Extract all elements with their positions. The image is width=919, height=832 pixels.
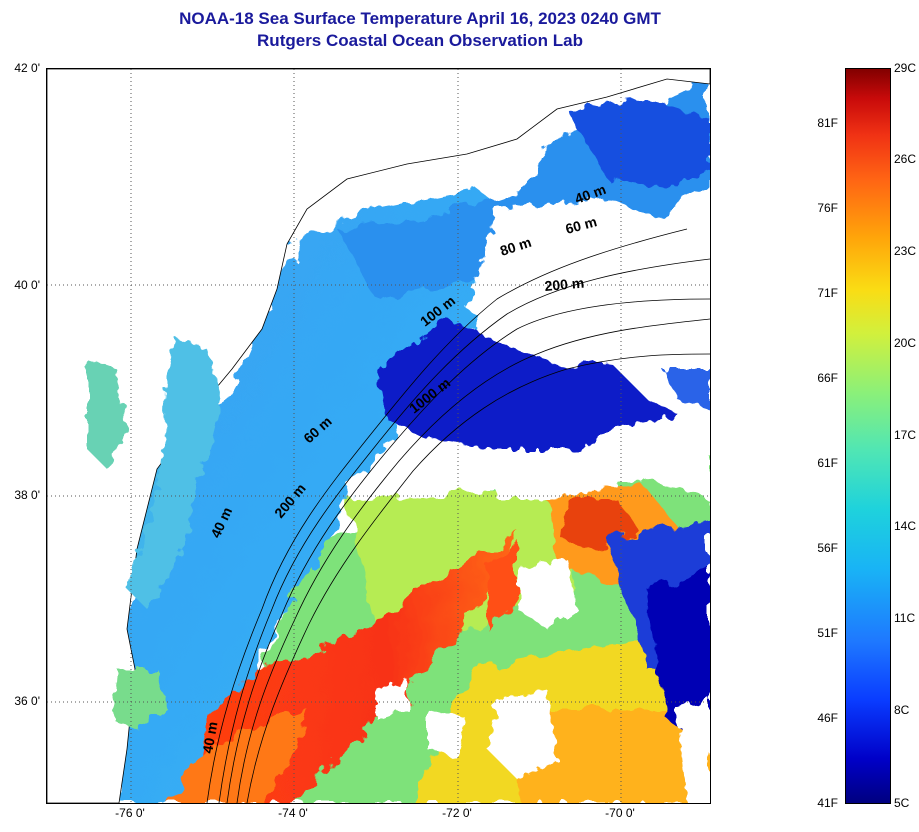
colorbar-fahrenheit-label: 46F [817, 711, 838, 725]
lat-tick-label: 38 0' [14, 488, 40, 502]
map-subtitle: Rutgers Coastal Ocean Observation Lab [257, 31, 583, 50]
isobath-label-60m-north: 60 m [564, 213, 599, 237]
land [47, 69, 710, 803]
isobath-label-40m-cape: 40 m [199, 720, 220, 754]
lon-tick-label: -74 0' [278, 806, 308, 820]
colorbar-celsius-label: 17C [894, 428, 917, 442]
lon-tick-label: -76 0' [115, 806, 145, 820]
colorbar-fahrenheit-label: 51F [817, 626, 838, 640]
title-block: NOAA-18 Sea Surface Temperature April 16… [0, 8, 840, 52]
sst-map: 40 m 60 m 80 m 200 m 100 m 1000 m 60 m 4… [46, 68, 711, 804]
lat-tick-label: 42 0' [14, 61, 40, 75]
gulf-stream [167, 529, 517, 803]
colorbar-fahrenheit-label: 61F [817, 456, 838, 470]
lat-tick-label: 36 0' [14, 694, 40, 708]
colorbar-celsius-label: 5C [894, 796, 910, 810]
colorbar-celsius-label: 20C [894, 336, 917, 350]
isobath-label-200m-north: 200 m [544, 275, 585, 294]
colorbar-fahrenheit-label: 76F [817, 201, 838, 215]
colorbar-fahrenheit-label: 71F [817, 286, 838, 300]
temperature-colorbar [845, 68, 891, 804]
map-title: NOAA-18 Sea Surface Temperature April 16… [179, 9, 661, 28]
lat-tick-label: 40 0' [14, 278, 40, 292]
lon-tick-label: -70 0' [605, 806, 635, 820]
graticule [47, 69, 710, 803]
colorbar-celsius-label: 14C [894, 519, 917, 533]
colorbar-celsius-label: 11C [894, 611, 916, 625]
isobath-contours [206, 228, 710, 803]
lon-tick-label: -72 0' [442, 806, 472, 820]
colorbar-fahrenheit-label: 41F [817, 796, 838, 810]
colorbar-celsius-label: 29C [894, 61, 917, 75]
colorbar-fahrenheit-label: 66F [817, 371, 838, 385]
colorbar-celsius-label: 23C [894, 244, 917, 258]
colorbar-fahrenheit-label: 56F [817, 541, 838, 555]
colorbar-celsius-label: 26C [894, 152, 917, 166]
colorbar-fahrenheit-label: 81F [817, 116, 838, 130]
sst-map-canvas: 40 m 60 m 80 m 200 m 100 m 1000 m 60 m 4… [47, 69, 710, 803]
colorbar-celsius-label: 8C [894, 703, 910, 717]
